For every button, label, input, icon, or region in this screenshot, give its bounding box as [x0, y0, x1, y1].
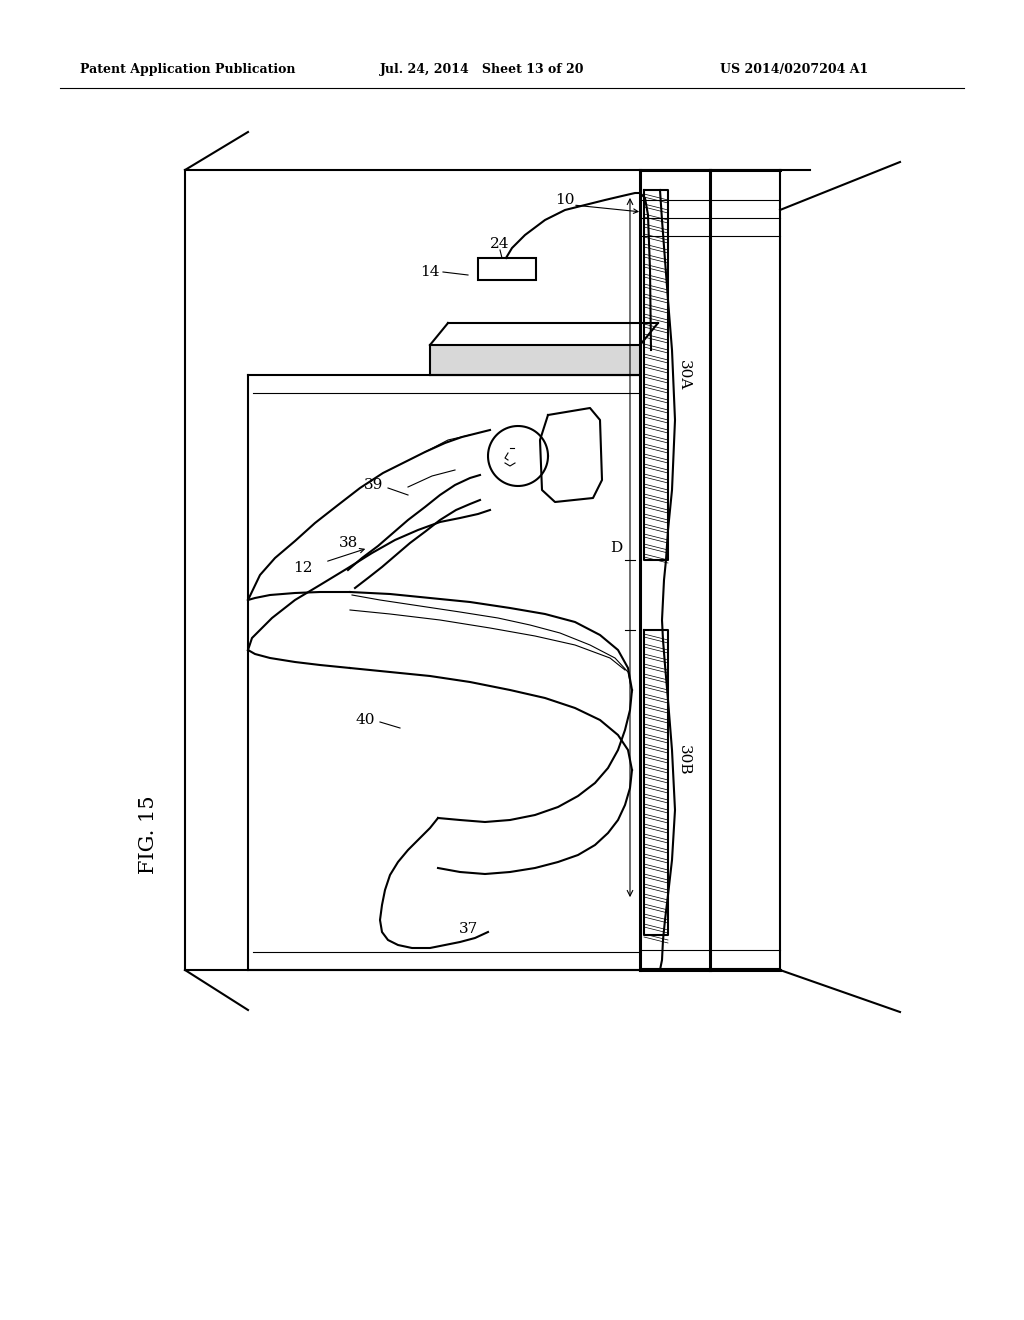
- Text: 12: 12: [294, 561, 313, 576]
- Text: US 2014/0207204 A1: US 2014/0207204 A1: [720, 63, 868, 77]
- Text: 24: 24: [490, 238, 510, 251]
- Text: FIG. 15: FIG. 15: [138, 796, 158, 874]
- Text: 38: 38: [339, 536, 358, 550]
- Text: 40: 40: [355, 713, 375, 727]
- Bar: [478, 257, 536, 280]
- Text: 39: 39: [364, 478, 383, 492]
- Text: 30A: 30A: [677, 360, 691, 391]
- Text: 14: 14: [421, 265, 440, 279]
- Text: 37: 37: [459, 921, 477, 936]
- Text: D: D: [610, 540, 623, 554]
- Text: 30B: 30B: [677, 744, 691, 775]
- Text: Jul. 24, 2014   Sheet 13 of 20: Jul. 24, 2014 Sheet 13 of 20: [380, 63, 585, 77]
- Text: 10: 10: [555, 193, 574, 207]
- Text: Patent Application Publication: Patent Application Publication: [80, 63, 296, 77]
